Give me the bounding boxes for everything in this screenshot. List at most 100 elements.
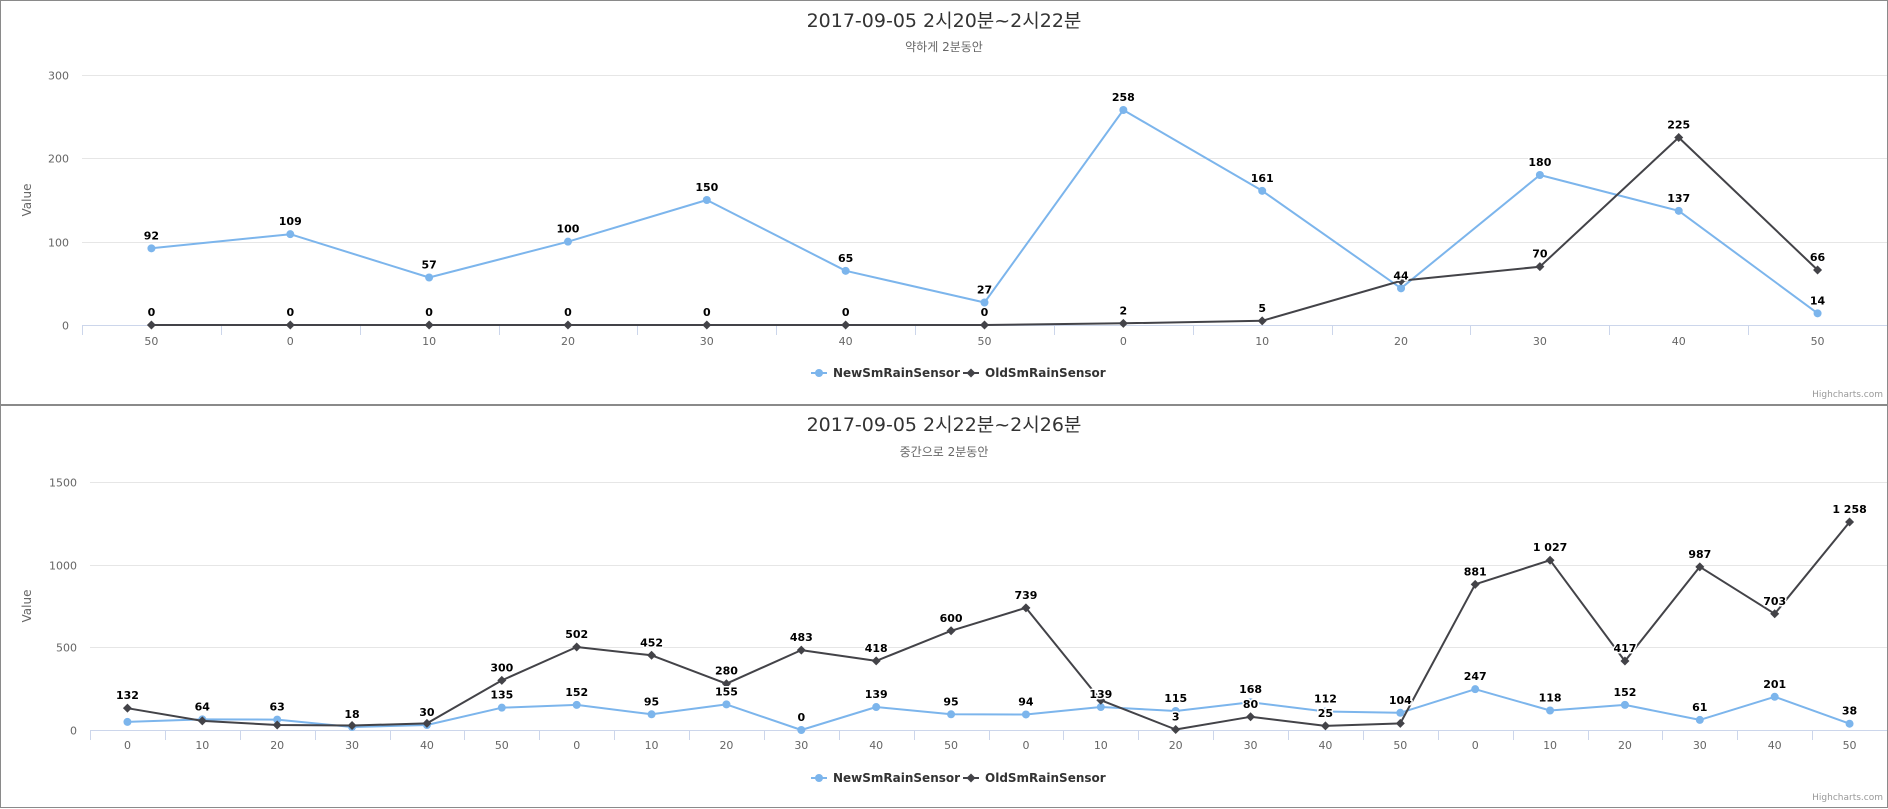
c1-series-1-point[interactable] xyxy=(147,244,156,253)
c1-series-1-point[interactable] xyxy=(1535,171,1544,179)
c2-series-2-point[interactable] xyxy=(1171,725,1181,735)
c1-series-1-point[interactable] xyxy=(980,298,989,307)
c1-y-tick-label: 100 xyxy=(48,237,69,250)
c1-series-1-point[interactable] xyxy=(425,273,434,282)
c2-series-1-point[interactable] xyxy=(497,703,506,712)
c2-series-1-point[interactable] xyxy=(947,710,956,719)
c2-series-2-point[interactable] xyxy=(871,656,881,666)
c1-series-1-point[interactable] xyxy=(841,266,850,275)
c2-credits-link[interactable]: Highcharts.com xyxy=(1812,793,1883,803)
c1-x-tick-label: 20 xyxy=(1394,335,1408,348)
c1-series-2-point[interactable] xyxy=(1813,265,1823,275)
c2-series-2-point[interactable] xyxy=(1246,712,1256,722)
c2-series-2-point[interactable] xyxy=(197,716,207,726)
c2-series-1-data-label: 64 xyxy=(195,700,211,713)
c2-series-1-point[interactable] xyxy=(872,703,881,712)
c1-series-2-point[interactable] xyxy=(1118,318,1128,328)
c2-series-2-data-label: 280 xyxy=(715,665,738,678)
c1-series-2-data-label: 2 xyxy=(1120,304,1128,317)
c2-x-tick-label: 10 xyxy=(195,739,209,752)
c2-series-1-point[interactable] xyxy=(273,715,282,724)
c2-series-2-point[interactable] xyxy=(1845,517,1855,527)
c2-x-tick-label: 50 xyxy=(495,739,509,752)
c1-series-1-data-label: 27 xyxy=(977,284,992,297)
c1-series-1-point[interactable] xyxy=(1119,106,1128,114)
c2-series-1-point[interactable] xyxy=(1096,703,1105,712)
c1-series-2-data-label: 0 xyxy=(564,306,572,319)
c1-series-1-point[interactable] xyxy=(1397,284,1406,293)
c1-credits-link[interactable]: Highcharts.com xyxy=(1812,390,1883,400)
c1-series-2-point[interactable] xyxy=(1674,133,1684,142)
c2-series-1-point[interactable] xyxy=(572,700,581,709)
c2-series-2-point[interactable] xyxy=(721,679,731,689)
c2-series-1-data-label: 61 xyxy=(1692,701,1707,714)
c1-legend-item-2[interactable]: OldSmRainSensor xyxy=(963,366,1106,380)
c2-series-1-point[interactable] xyxy=(1845,719,1854,728)
c2-series-1-point[interactable] xyxy=(1770,692,1779,701)
c2-series-1-point[interactable] xyxy=(1021,710,1030,719)
c2-series-2-point[interactable] xyxy=(1320,721,1330,731)
c2-legend-item-1[interactable]: NewSmRainSensor xyxy=(811,771,960,785)
c1-series-1-point[interactable] xyxy=(1258,186,1267,195)
c2-series-1-point[interactable] xyxy=(1321,707,1330,716)
c2-series-2-point[interactable] xyxy=(272,720,282,730)
c2-series-2-point[interactable] xyxy=(422,718,432,728)
c2-series-2-point[interactable] xyxy=(572,642,582,652)
c1-x-tick-label: 20 xyxy=(561,335,575,348)
c1-series-1-data-label: 57 xyxy=(421,259,436,272)
c1-legend-item-1[interactable]: NewSmRainSensor xyxy=(811,366,960,380)
c1-series-1-point[interactable] xyxy=(702,196,711,204)
c1-series-2-point[interactable] xyxy=(563,320,573,330)
c1-series-2-point[interactable] xyxy=(841,320,851,330)
c2-series-2-point[interactable] xyxy=(497,675,507,685)
c2-series-1-point[interactable] xyxy=(1546,706,1555,715)
c1-series-2-point[interactable] xyxy=(1535,262,1545,272)
c2-series-1-data-label: 118 xyxy=(1539,691,1562,704)
c1-series-2-point[interactable] xyxy=(1396,276,1406,286)
c2-series-2-point[interactable] xyxy=(122,703,132,713)
c2-series-2-point[interactable] xyxy=(1395,718,1405,728)
c2-series-1-point[interactable] xyxy=(647,710,656,719)
c2-series-1-point[interactable] xyxy=(1246,698,1255,707)
c2-series-2-point[interactable] xyxy=(1021,603,1031,613)
c2-series-1-line xyxy=(127,688,1850,731)
c1-series-2-point[interactable] xyxy=(1257,316,1267,326)
c2-series-1-point[interactable] xyxy=(1695,715,1704,724)
c2-series-2-point[interactable] xyxy=(647,650,657,660)
c1-series-2-point[interactable] xyxy=(424,320,434,330)
c1-series-2-data-label: 70 xyxy=(1532,248,1548,261)
c2-series-1-point[interactable] xyxy=(1171,706,1180,715)
c2-series-2-point[interactable] xyxy=(1620,656,1630,666)
c1-series-2-data-label: 225 xyxy=(1667,119,1690,132)
c2-series-2-point[interactable] xyxy=(1470,579,1480,589)
c2-legend-item-2[interactable]: OldSmRainSensor xyxy=(963,771,1106,785)
c1-series-2-point[interactable] xyxy=(285,320,295,330)
c2-series-2-point[interactable] xyxy=(1096,695,1106,705)
c2-series-2-data-label: 300 xyxy=(490,661,513,674)
c1-series-1-point[interactable] xyxy=(563,237,572,246)
c1-series-2-point[interactable] xyxy=(980,320,989,330)
c2-series-1-point[interactable] xyxy=(797,726,806,734)
c1-series-2-point[interactable] xyxy=(702,320,712,330)
c2-series-2-point[interactable] xyxy=(946,626,956,636)
c2-series-1-point[interactable] xyxy=(123,717,132,726)
c1-legend-label: NewSmRainSensor xyxy=(833,366,960,380)
c2-series-2-point[interactable] xyxy=(1695,562,1705,572)
c1-series-2-point[interactable] xyxy=(146,320,156,330)
c1-series-1-point[interactable] xyxy=(1674,206,1683,215)
c2-series-1-point[interactable] xyxy=(722,700,731,709)
c2-series-2-point[interactable] xyxy=(347,721,357,731)
c2-series-2-data-label: 1 258 xyxy=(1832,503,1866,516)
c2-series-1-data-label: 139 xyxy=(865,688,888,701)
c2-series-2-data-label: 452 xyxy=(640,636,663,649)
c1-x-tick-label: 0 xyxy=(287,335,294,348)
c2-series-2-point[interactable] xyxy=(1770,609,1780,619)
c1-series-1-point[interactable] xyxy=(286,230,295,239)
c2-series-2-point[interactable] xyxy=(796,645,806,655)
c2-series-1-point[interactable] xyxy=(1620,700,1629,709)
c2-legend-marker xyxy=(815,774,823,782)
c1-series-1-point[interactable] xyxy=(1813,309,1822,318)
c2-series-1-point[interactable] xyxy=(1471,685,1480,694)
c2-series-2-point[interactable] xyxy=(1545,555,1555,565)
c2-series-1-point[interactable] xyxy=(1396,708,1405,717)
